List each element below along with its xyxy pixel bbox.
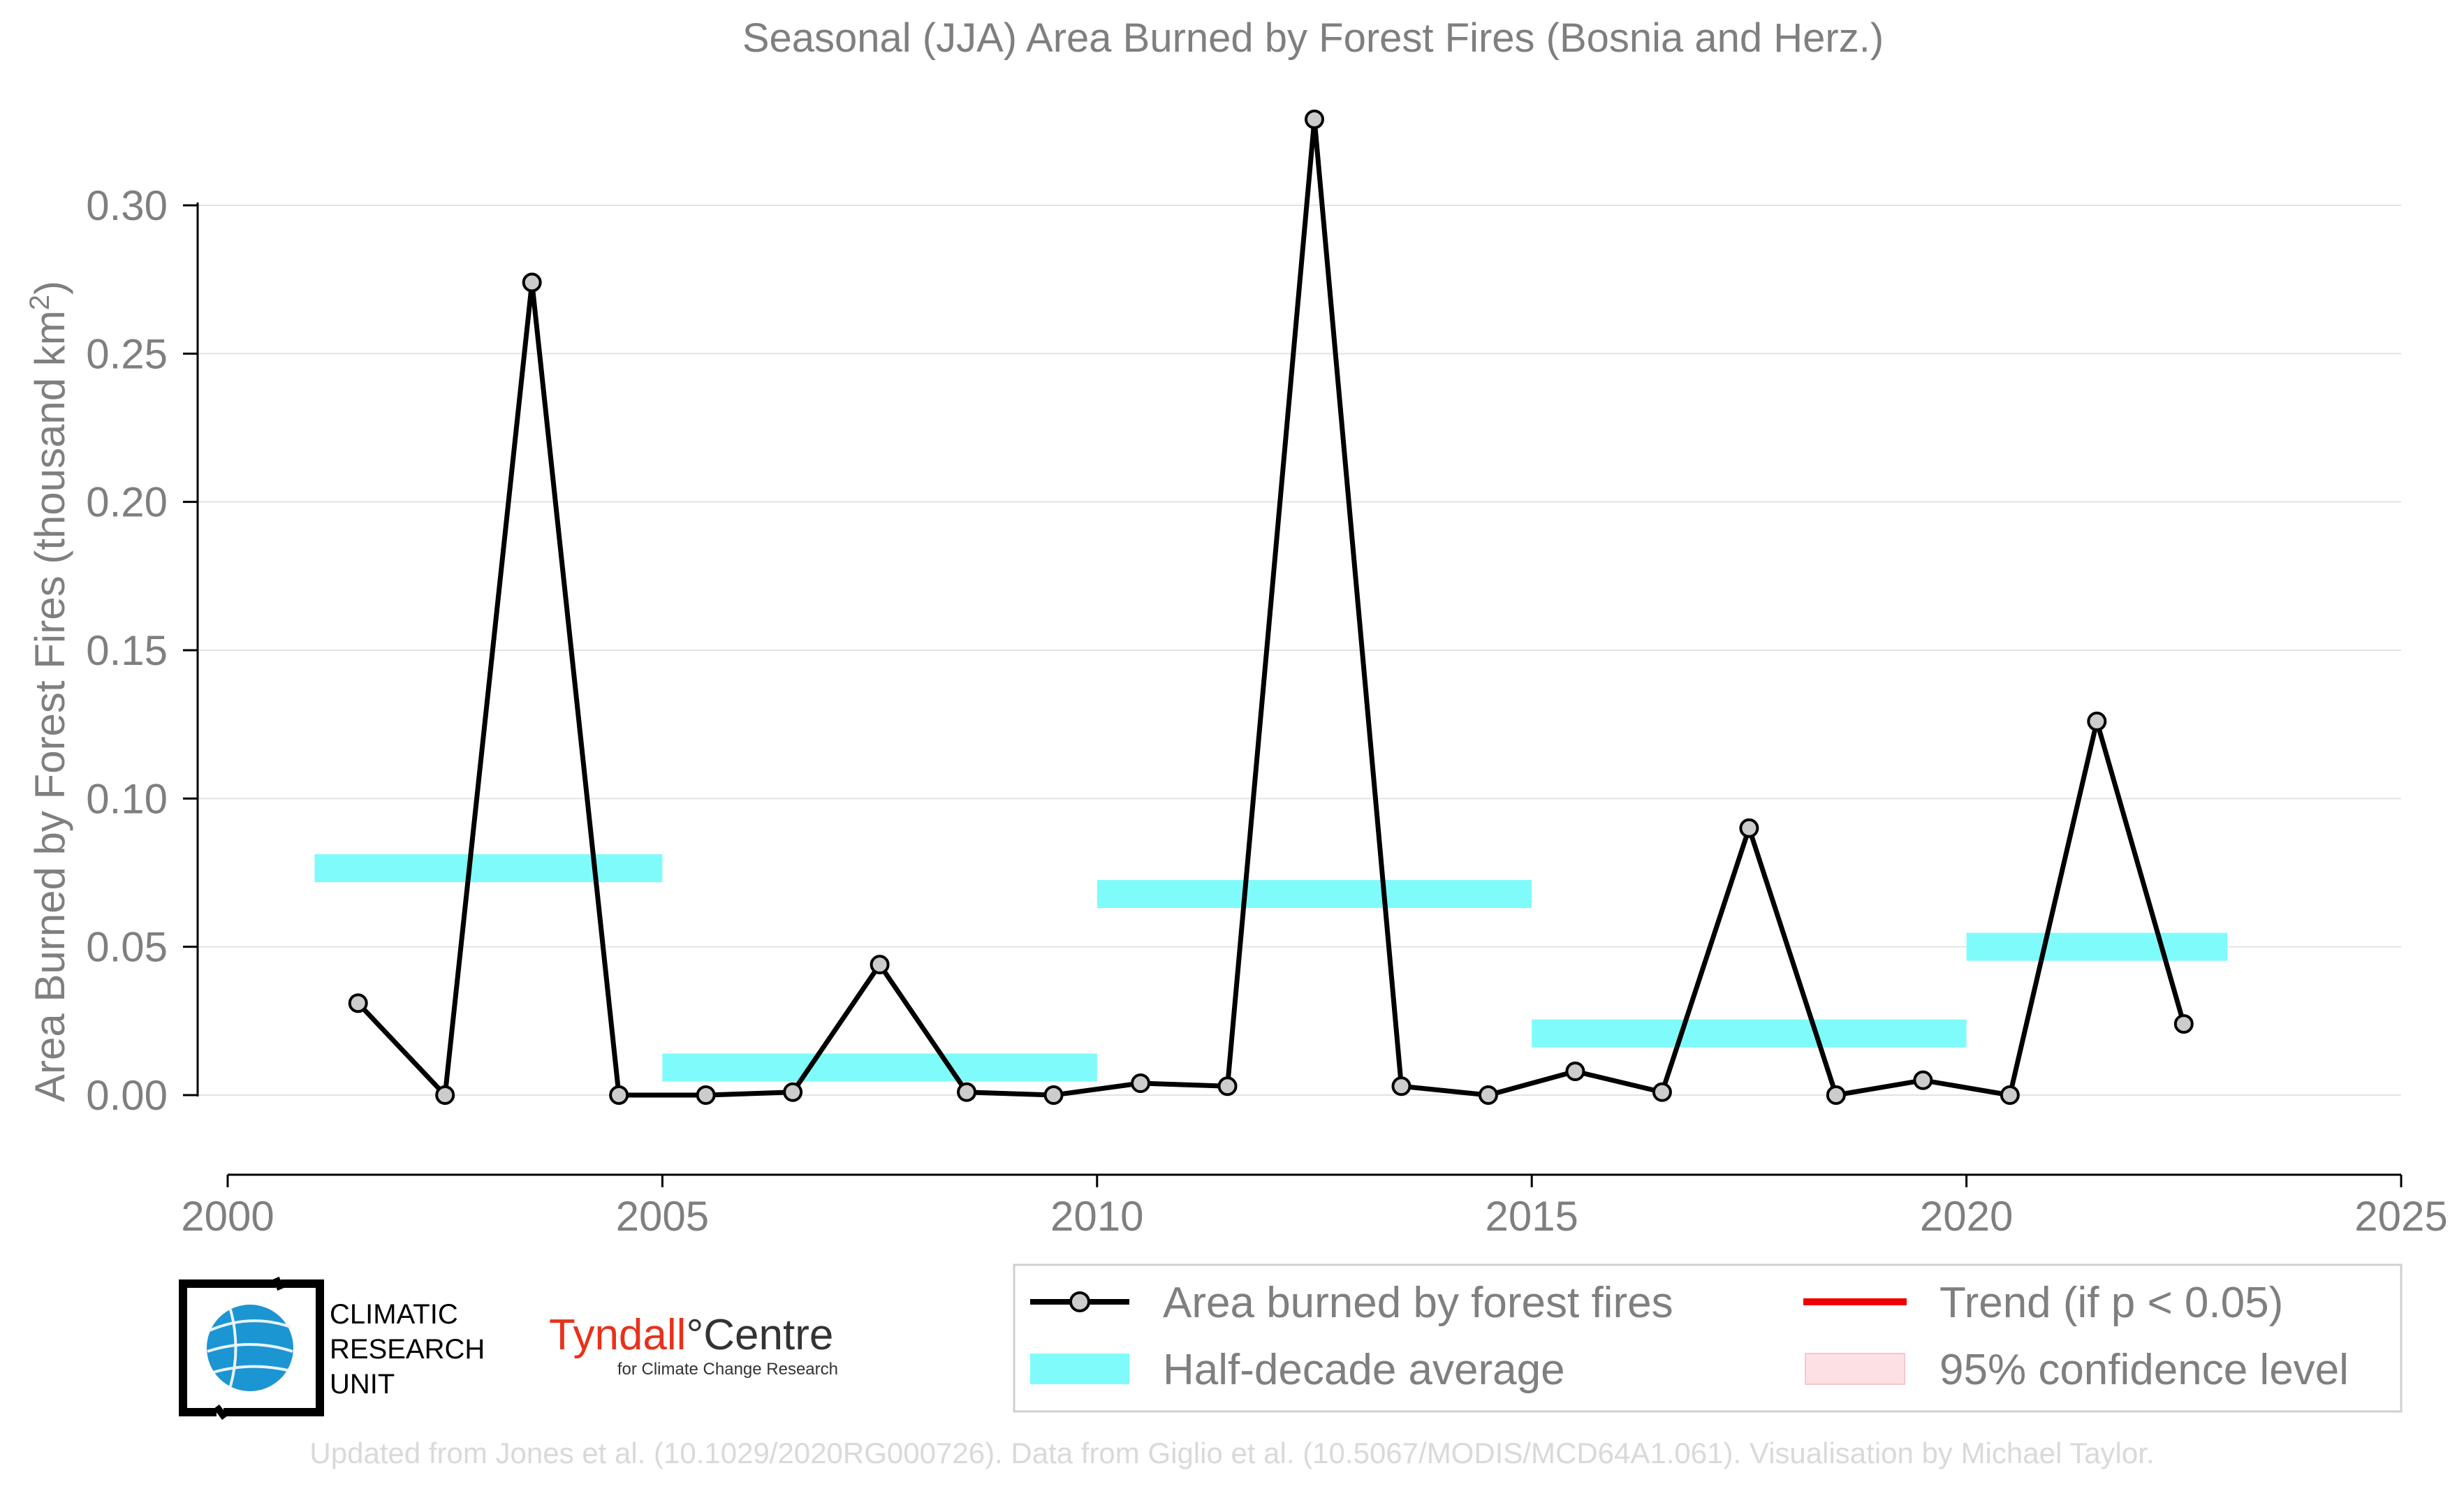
grid-lines: [198, 205, 2401, 1096]
x-tick-label-1: 2005: [616, 1193, 709, 1240]
cru-line-3: UNIT: [330, 1369, 395, 1400]
half-decade-band-3: [1532, 1019, 1967, 1048]
chart-title: Seasonal (JJA) Area Burned by Forest Fir…: [742, 15, 1884, 61]
globe-icon-lines: [207, 1309, 293, 1387]
y-axis-label: Area Burned by Forest Fires (thousand km…: [24, 281, 73, 1102]
y-tick-label-3: 0.15: [86, 627, 168, 674]
data-point-19: [2000, 1085, 2020, 1105]
data-point-7: [957, 1082, 977, 1102]
y-tick-label-0: 0.00: [86, 1072, 168, 1119]
y-axis-label-superscript: 2: [24, 295, 55, 310]
cru-logo: CLIMATIC RESEARCH UNIT: [179, 1276, 485, 1420]
y-tick-label-4: 0.20: [86, 479, 168, 526]
data-point-15: [1652, 1082, 1672, 1102]
cru-bracket: [179, 1279, 324, 1416]
legend-key-series-marker: [1069, 1291, 1090, 1312]
legend-key-confidence: [1805, 1353, 1905, 1385]
cru-line-2: RESEARCH: [330, 1334, 485, 1365]
legend-label-half-decade: Half-decade average: [1163, 1346, 1565, 1394]
tyndall-sub: for Climate Change Research: [617, 1360, 838, 1379]
data-point-14: [1565, 1062, 1585, 1082]
legend-label-trend: Trend (if p < 0.05): [1939, 1279, 2283, 1327]
data-point-12: [1391, 1076, 1411, 1096]
y-tick-label-6: 0.30: [86, 182, 168, 229]
data-point-18: [1913, 1070, 1933, 1090]
data-point-20: [2087, 711, 2107, 731]
y-axis-label-end: ): [27, 281, 73, 295]
data-point-1: [435, 1085, 455, 1105]
data-point-13: [1478, 1085, 1498, 1105]
tyndall-centre: Centre: [703, 1311, 833, 1359]
cru-bracket-accent: [214, 1276, 284, 1420]
data-point-11: [1305, 109, 1324, 129]
x-ticks: 2000 2005 2010 2015 2020 2025: [181, 1175, 2448, 1240]
y-tick-label-5: 0.25: [86, 330, 168, 377]
data-point-4: [696, 1085, 716, 1105]
half-decade-band-0: [314, 854, 663, 883]
data-point-0: [348, 993, 368, 1013]
data-point-16: [1739, 818, 1759, 838]
data-point-5: [783, 1082, 803, 1102]
series-line: [356, 117, 2187, 1098]
tyndall-degree: °: [686, 1311, 703, 1359]
legend-frame: [1013, 1263, 2403, 1413]
credit-text: Updated from Jones et al. (10.1029/2020R…: [309, 1437, 2154, 1469]
tyndall-logo: Tyndall°Centre for Climate Change Resear…: [549, 1311, 838, 1379]
data-point-21: [2173, 1014, 2194, 1034]
legend: Area burned by forest fires Trend (if p …: [1013, 1263, 2403, 1413]
data-point-9: [1131, 1073, 1151, 1094]
x-tick-label-5: 2025: [2354, 1193, 2447, 1240]
cru-line-1: CLIMATIC: [330, 1299, 458, 1330]
half-decade-band-1: [662, 1053, 1097, 1082]
tyndall-main: Tyndall: [549, 1311, 686, 1359]
data-point-17: [1826, 1085, 1846, 1105]
data-point-8: [1043, 1085, 1064, 1105]
y-tick-label-2: 0.10: [86, 775, 168, 822]
half-decade-band-2: [1097, 880, 1532, 909]
data-point-6: [870, 955, 890, 975]
x-tick-label-4: 2020: [1920, 1193, 2013, 1240]
y-tick-label-1: 0.05: [86, 924, 168, 971]
x-tick-label-0: 2000: [181, 1193, 274, 1240]
half-decade-band-4: [1966, 932, 2228, 961]
legend-label-confidence: 95% confidence level: [1939, 1346, 2349, 1394]
legend-label-series: Area burned by forest fires: [1163, 1279, 1673, 1327]
area-burned-series: [348, 109, 2194, 1105]
x-tick-label-3: 2015: [1485, 1193, 1578, 1240]
half-decade-bands: [314, 854, 2228, 1082]
data-point-10: [1217, 1076, 1238, 1096]
y-ticks: 0.00 0.05 0.10 0.15 0.20 0.25 0.30: [86, 182, 198, 1119]
data-point-2: [522, 272, 542, 293]
data-point-3: [609, 1085, 629, 1105]
legend-key-half-decade: [1030, 1354, 1129, 1384]
x-tick-label-2: 2010: [1050, 1193, 1143, 1240]
svg-text:Tyndall°Centre: Tyndall°Centre: [549, 1311, 833, 1359]
